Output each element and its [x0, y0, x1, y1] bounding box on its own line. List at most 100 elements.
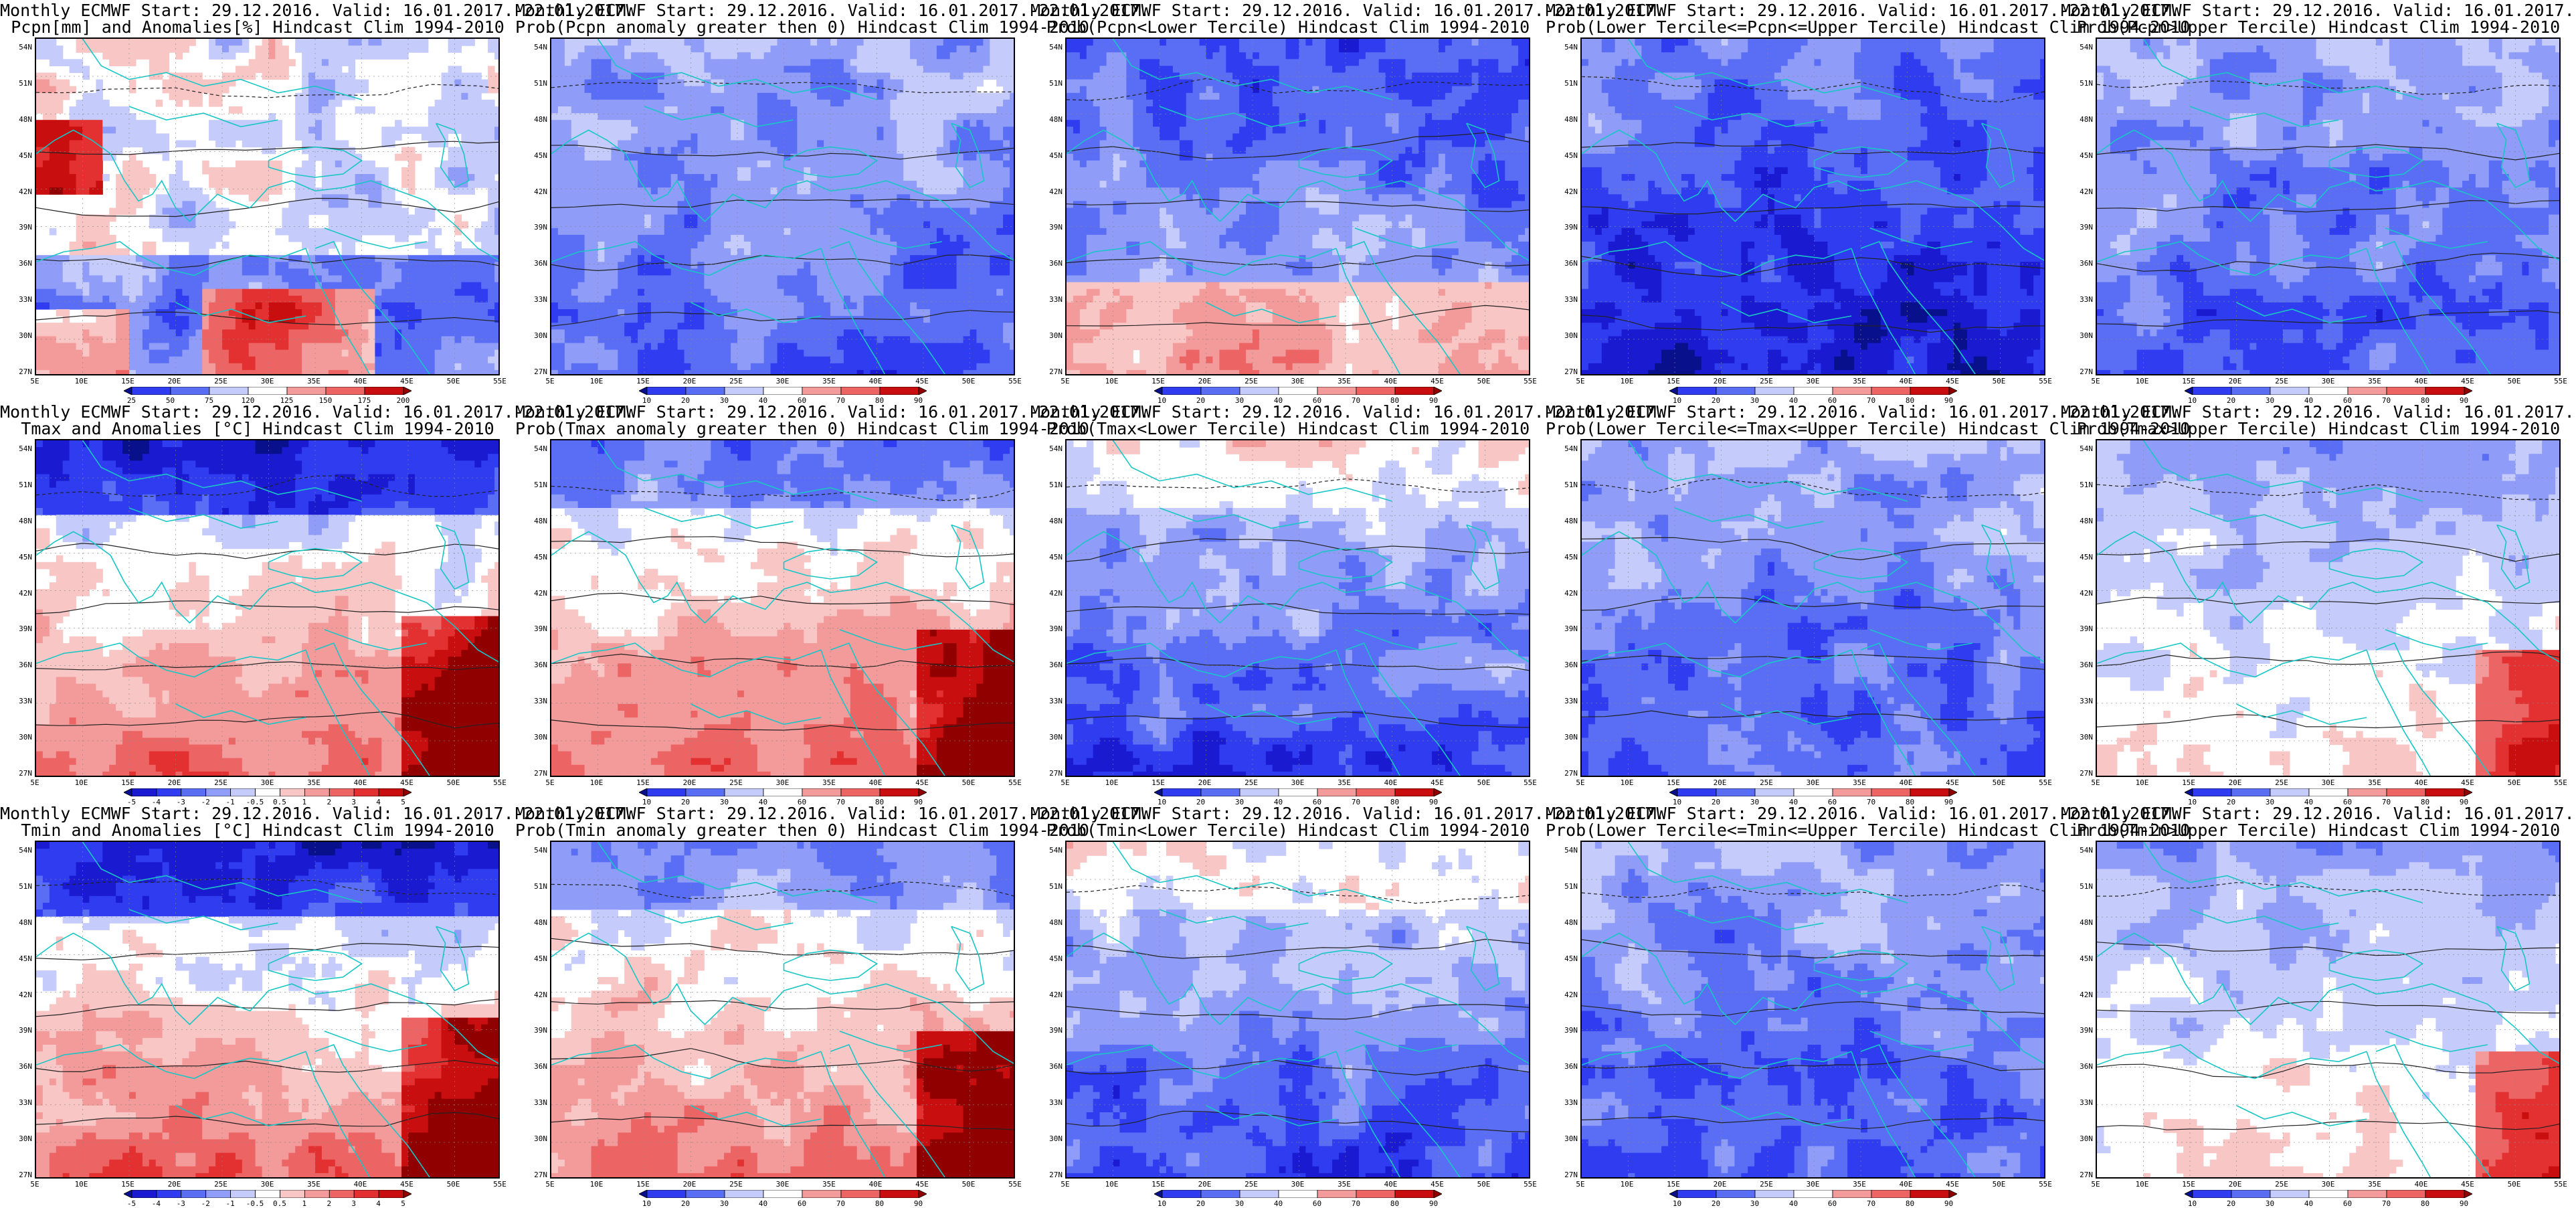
latitude-label: 45N [1554, 553, 1578, 562]
latitude-label: 51N [1038, 882, 1063, 891]
colorbar-swatch [1794, 788, 1833, 796]
latitude-label: 54N [8, 43, 32, 52]
latitude-label: 45N [1038, 954, 1063, 963]
latitude-label: 30N [523, 331, 547, 340]
latitude-label: 33N [1038, 1098, 1063, 1107]
longitude-label: 55E [2547, 377, 2574, 385]
colorbar-swatch [2387, 1190, 2425, 1198]
latitude-label: 39N [8, 223, 32, 232]
colorbar [1154, 788, 1442, 796]
colorbar-tick-label: 4 [365, 1199, 392, 1208]
longitude-label: 20E [2222, 778, 2249, 787]
forecast-panel: Monthly ECMWF Start: 29.12.2016. Valid: … [515, 0, 1030, 402]
colorbar [1669, 788, 1957, 796]
latitude-label: 33N [523, 295, 547, 304]
longitude-label: 25E [1753, 778, 1780, 787]
panel-subtitle: Prob(Tmax anomaly greater then 0) Hindca… [515, 420, 1030, 438]
colorbar-tick-label: 30 [2257, 1199, 2284, 1208]
longitude-label: 50E [1986, 778, 2013, 787]
latitude-label: 51N [523, 481, 547, 489]
colorbar-tick-label: 80 [866, 1199, 893, 1208]
longitude-label: 40E [1378, 1180, 1404, 1189]
latitude-label: 51N [2069, 79, 2093, 88]
colorbar-swatch [1317, 1190, 1356, 1198]
colorbar-tick-label: 90 [905, 1199, 932, 1208]
colorbar-swatch [1395, 1190, 1434, 1198]
colorbar-swatch [329, 788, 354, 796]
forecast-panel: Monthly ECMWF Start: 29.12.2016. Valid: … [515, 402, 1030, 803]
longitude-label: 15E [2175, 778, 2202, 787]
forecast-panel: Monthly ECMWF Start: 29.12.2016. Valid: … [2061, 402, 2576, 803]
latitude-label: 54N [1554, 43, 1578, 52]
colorbar-swatch [1279, 1190, 1317, 1198]
latitude-label: 36N [8, 259, 32, 268]
longitude-label: 5E [1567, 377, 1594, 385]
colorbar-tick-label: 80 [1382, 1199, 1408, 1208]
latitude-label: 42N [1038, 990, 1063, 999]
colorbar-swatch [1154, 387, 1162, 395]
colorbar-swatch [725, 1190, 763, 1198]
longitude-label: 10E [2129, 377, 2156, 385]
colorbar-swatch [2348, 1190, 2387, 1198]
colorbar-swatch [1669, 788, 1677, 796]
colorbar-swatch [725, 387, 763, 395]
latitude-label: 54N [1554, 846, 1578, 855]
colorbar-swatch [1162, 387, 1201, 395]
latitude-label: 42N [8, 187, 32, 196]
latitude-label: 51N [1554, 882, 1578, 891]
latitude-label: 39N [1038, 1026, 1063, 1035]
latitude-label: 36N [1554, 661, 1578, 669]
colorbar-swatch [2464, 387, 2472, 395]
colorbar-swatch [354, 1190, 379, 1198]
colorbar-swatch [802, 387, 841, 395]
latitude-label: 33N [523, 1098, 547, 1107]
latitude-label: 45N [2069, 553, 2093, 562]
map-area [550, 37, 1015, 375]
latitude-label: 33N [8, 1098, 32, 1107]
colorbar-swatch [2270, 788, 2309, 796]
longitude-label: 20E [676, 1180, 703, 1189]
colorbar-swatch [132, 788, 157, 796]
longitude-label: 40E [347, 377, 374, 385]
longitude-label: 15E [1660, 778, 1687, 787]
longitude-label: 45E [1939, 377, 1966, 385]
longitude-label: 40E [862, 377, 889, 385]
colorbar-tick-label: 40 [750, 1199, 777, 1208]
colorbar-tick-label: 80 [1897, 1199, 1924, 1208]
panel-subtitle: Prob(Tmin<Lower Tercile) Hindcast Clim 1… [1030, 821, 1546, 839]
colorbar-tick-label: 70 [828, 1199, 854, 1208]
longitude-label: 45E [2454, 778, 2481, 787]
panel-subtitle: Prob(Lower Tercile<=Tmin<=Upper Tercile)… [1546, 821, 2061, 839]
longitude-label: 55E [1517, 377, 1544, 385]
colorbar [124, 387, 411, 395]
colorbar-swatch [841, 1190, 880, 1198]
longitude-label: 15E [2175, 377, 2202, 385]
colorbar [639, 788, 927, 796]
longitude-label: 5E [537, 778, 563, 787]
latitude-label: 51N [1554, 79, 1578, 88]
colorbar-swatch [1949, 788, 1957, 796]
colorbar-swatch [156, 788, 181, 796]
longitude-label: 20E [1707, 778, 1734, 787]
longitude-label: 55E [2032, 377, 2059, 385]
longitude-label: 30E [1285, 1180, 1311, 1189]
latitude-label: 48N [523, 918, 547, 927]
forecast-panel: Monthly ECMWF Start: 29.12.2016. Valid: … [2061, 0, 2576, 402]
map-area [550, 841, 1015, 1179]
longitude-label: 35E [1846, 778, 1873, 787]
map-canvas [1067, 39, 1530, 375]
colorbar-tick-label: -5 [118, 1199, 145, 1208]
longitude-label: 45E [1424, 778, 1451, 787]
colorbar-swatch [2231, 788, 2270, 796]
longitude-label: 15E [1660, 1180, 1687, 1189]
colorbar-swatch [880, 1190, 919, 1198]
panel-title: Monthly ECMWF Start: 29.12.2016. Valid: … [2061, 804, 2576, 823]
latitude-label: 51N [1038, 481, 1063, 489]
colorbar-swatch [1871, 788, 1910, 796]
colorbar-swatch [841, 387, 880, 395]
colorbar-swatch [287, 387, 326, 395]
forecast-panel: Monthly ECMWF Start: 29.12.2016. Valid: … [0, 0, 515, 402]
longitude-label: 30E [2315, 778, 2342, 787]
colorbar-swatch [880, 387, 919, 395]
longitude-label: 25E [207, 377, 234, 385]
